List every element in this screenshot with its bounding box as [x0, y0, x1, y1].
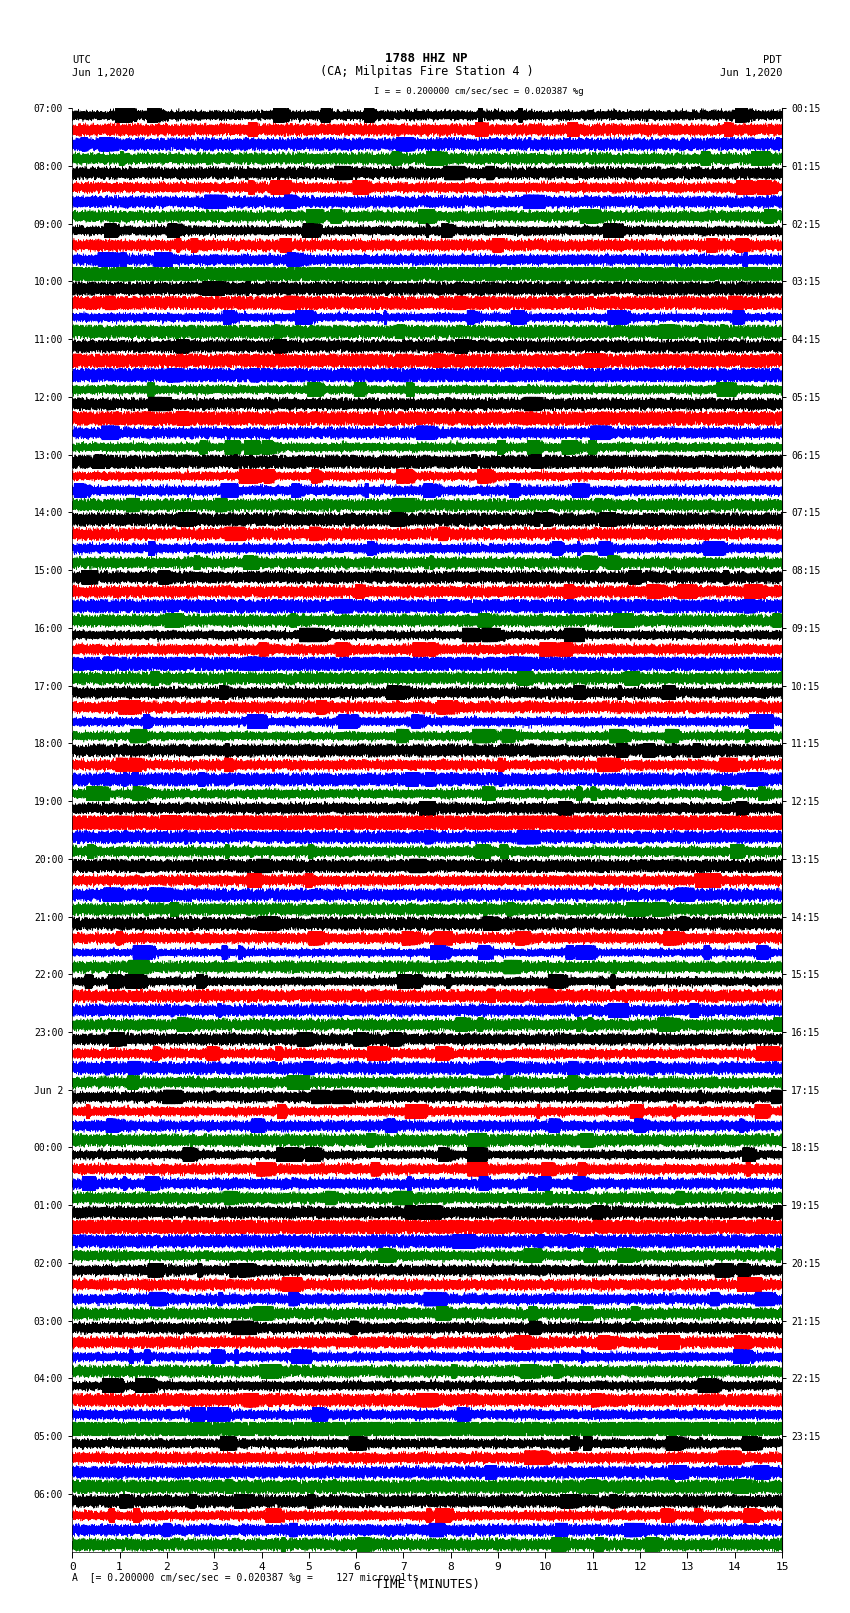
Text: PDT: PDT	[763, 55, 782, 65]
Text: A  [= 0.200000 cm/sec/sec = 0.020387 %g =    127 microvolts.: A [= 0.200000 cm/sec/sec = 0.020387 %g =…	[72, 1573, 425, 1582]
Text: UTC: UTC	[72, 55, 91, 65]
Text: Jun 1,2020: Jun 1,2020	[72, 68, 135, 77]
X-axis label: TIME (MINUTES): TIME (MINUTES)	[375, 1578, 479, 1590]
Text: Jun 1,2020: Jun 1,2020	[719, 68, 782, 77]
Text: I = = 0.200000 cm/sec/sec = 0.020387 %g: I = = 0.200000 cm/sec/sec = 0.020387 %g	[374, 87, 584, 95]
Text: 1788 HHZ NP: 1788 HHZ NP	[385, 52, 468, 65]
Text: (CA; Milpitas Fire Station 4 ): (CA; Milpitas Fire Station 4 )	[320, 65, 534, 77]
